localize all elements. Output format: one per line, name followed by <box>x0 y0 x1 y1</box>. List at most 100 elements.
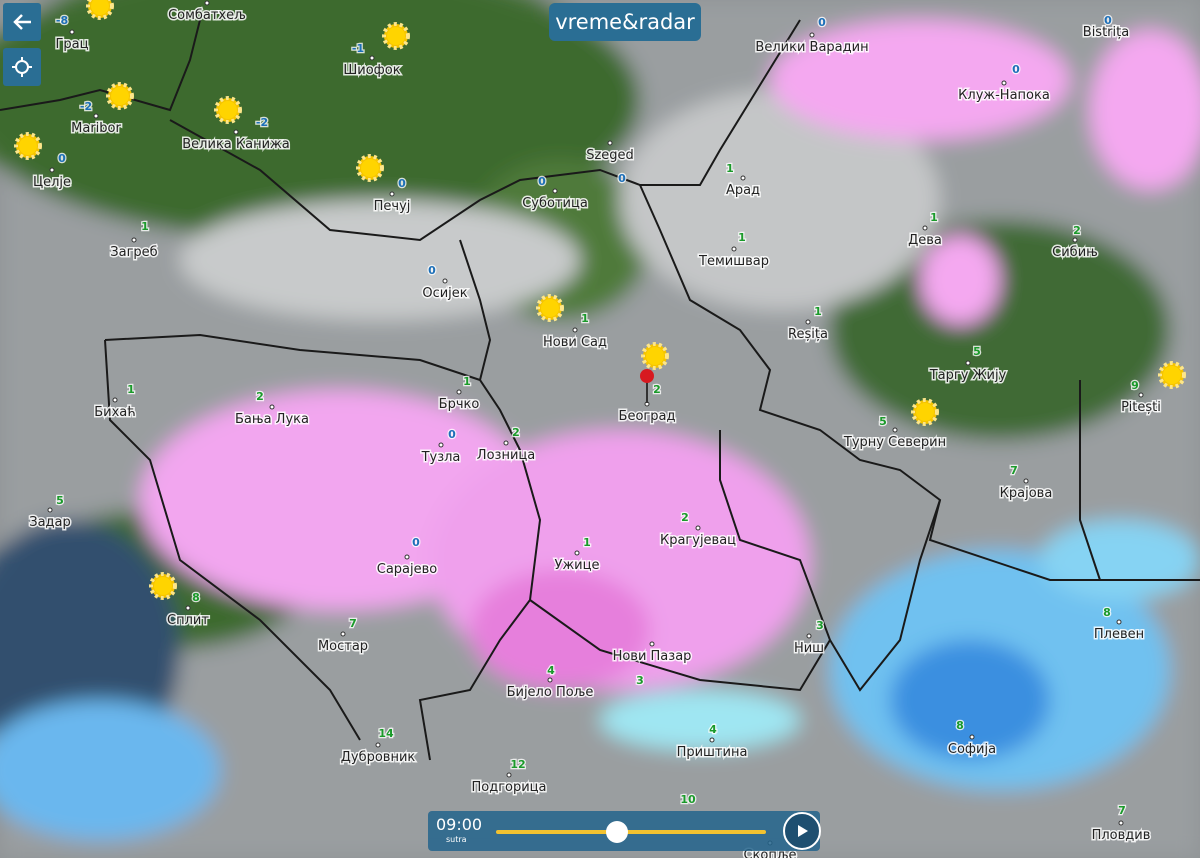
city-dot <box>547 677 553 683</box>
sun-core <box>219 101 237 119</box>
city-dot <box>112 397 118 403</box>
locate-button[interactable] <box>3 48 41 86</box>
back-icon <box>13 14 31 30</box>
temperature: 1 <box>581 312 589 325</box>
city-name: Szeged <box>586 148 634 163</box>
city-dot <box>404 554 410 560</box>
timeline-track[interactable] <box>496 830 766 834</box>
locate-icon <box>12 57 32 77</box>
back-button[interactable] <box>3 3 41 41</box>
city-name: Нови Пазар <box>613 649 692 664</box>
city-dot <box>93 113 99 119</box>
temperature: -2 <box>80 100 92 113</box>
city-name: Велика Канижа <box>182 137 289 152</box>
city-dot <box>709 737 715 743</box>
city-dot <box>969 734 975 740</box>
city-name: Подгорица <box>471 780 546 795</box>
temperature: 1 <box>930 211 938 224</box>
city-dot <box>456 389 462 395</box>
city-dot <box>607 140 613 146</box>
city-name: Ниш <box>794 641 824 656</box>
city-dot <box>269 404 275 410</box>
timeline-knob[interactable] <box>606 821 628 843</box>
city-dot <box>649 641 655 647</box>
city-dot <box>389 191 395 197</box>
city-dot <box>233 129 239 135</box>
city-name: Бијело Поље <box>507 685 594 700</box>
temperature: 5 <box>879 415 887 428</box>
temperature: 2 <box>1073 224 1081 237</box>
city-name: Велики Варадин <box>755 40 868 55</box>
temperature: 0 <box>448 428 456 441</box>
city-name: Сибињ <box>1052 245 1098 260</box>
city-name: Ужице <box>555 558 600 573</box>
temperature: 0 <box>818 16 826 29</box>
city-name: Скопље <box>743 848 796 858</box>
city-dot <box>809 32 815 38</box>
temperature: 2 <box>256 390 264 403</box>
city-dot <box>1023 478 1029 484</box>
city-name: Пловдив <box>1092 828 1151 843</box>
logo[interactable]: vreme&radar <box>549 3 701 41</box>
borders <box>0 19 1200 761</box>
city-name: Тузла <box>421 450 461 465</box>
temperature: 1 <box>738 231 746 244</box>
location-pin <box>640 369 654 403</box>
temperature: 8 <box>956 719 964 732</box>
city-name: Pitești <box>1121 400 1161 415</box>
city-name: Приштина <box>677 745 748 760</box>
temperature: 0 <box>618 172 626 185</box>
city-name: Осијек <box>422 286 467 301</box>
temperature: 4 <box>709 723 717 736</box>
temperature: 1 <box>127 383 135 396</box>
city-dot <box>922 225 928 231</box>
temperature: 10 <box>680 793 696 806</box>
temperature: -8 <box>56 14 68 27</box>
city-name: Клуж-Напока <box>958 88 1050 103</box>
temperature: 7 <box>349 617 357 630</box>
city-name: Софија <box>948 742 996 757</box>
city-dot <box>47 507 53 513</box>
temperature: 3 <box>636 674 644 687</box>
city-name: Брчко <box>439 397 480 412</box>
city-name: Дубровник <box>341 750 416 765</box>
temperature: 7 <box>1118 804 1126 817</box>
day-label: sutra <box>446 835 467 844</box>
city-dot <box>552 188 558 194</box>
city-dot <box>1118 820 1124 826</box>
city-dot <box>1072 237 1078 243</box>
temperature: 9 <box>1131 379 1139 392</box>
play-icon <box>798 825 808 837</box>
city-dot <box>131 237 137 243</box>
temperature: 4 <box>547 664 555 677</box>
city-name: Таргу Жију <box>929 368 1007 383</box>
city-dot <box>69 29 75 35</box>
city-name: Нови Сад <box>543 335 607 350</box>
temperature: 5 <box>973 345 981 358</box>
city-name: Арад <box>726 183 760 198</box>
temperature: 2 <box>512 426 520 439</box>
city-name: Суботица <box>522 196 588 211</box>
sun-core <box>916 403 934 421</box>
city-dot <box>965 360 971 366</box>
city-name: Шиофок <box>343 63 400 78</box>
city-dot <box>438 442 444 448</box>
temperature: 7 <box>1010 464 1018 477</box>
city-dot <box>506 772 512 778</box>
city-dot <box>572 327 578 333</box>
time-label: 09:00 <box>436 815 483 834</box>
play-button[interactable] <box>783 812 821 850</box>
city-name: Целје <box>33 175 71 190</box>
temperature: 5 <box>56 494 64 507</box>
city-dot <box>805 319 811 325</box>
temperature: 2 <box>653 383 661 396</box>
temperature: 8 <box>192 591 200 604</box>
temperature: 1 <box>463 375 471 388</box>
city-name: Дева <box>908 233 942 248</box>
temperature: 0 <box>58 152 66 165</box>
city-name: Крајова <box>1000 486 1053 501</box>
city-name: Темишвар <box>698 254 769 269</box>
temperature: 0 <box>428 264 436 277</box>
temperature: 0 <box>538 175 546 188</box>
